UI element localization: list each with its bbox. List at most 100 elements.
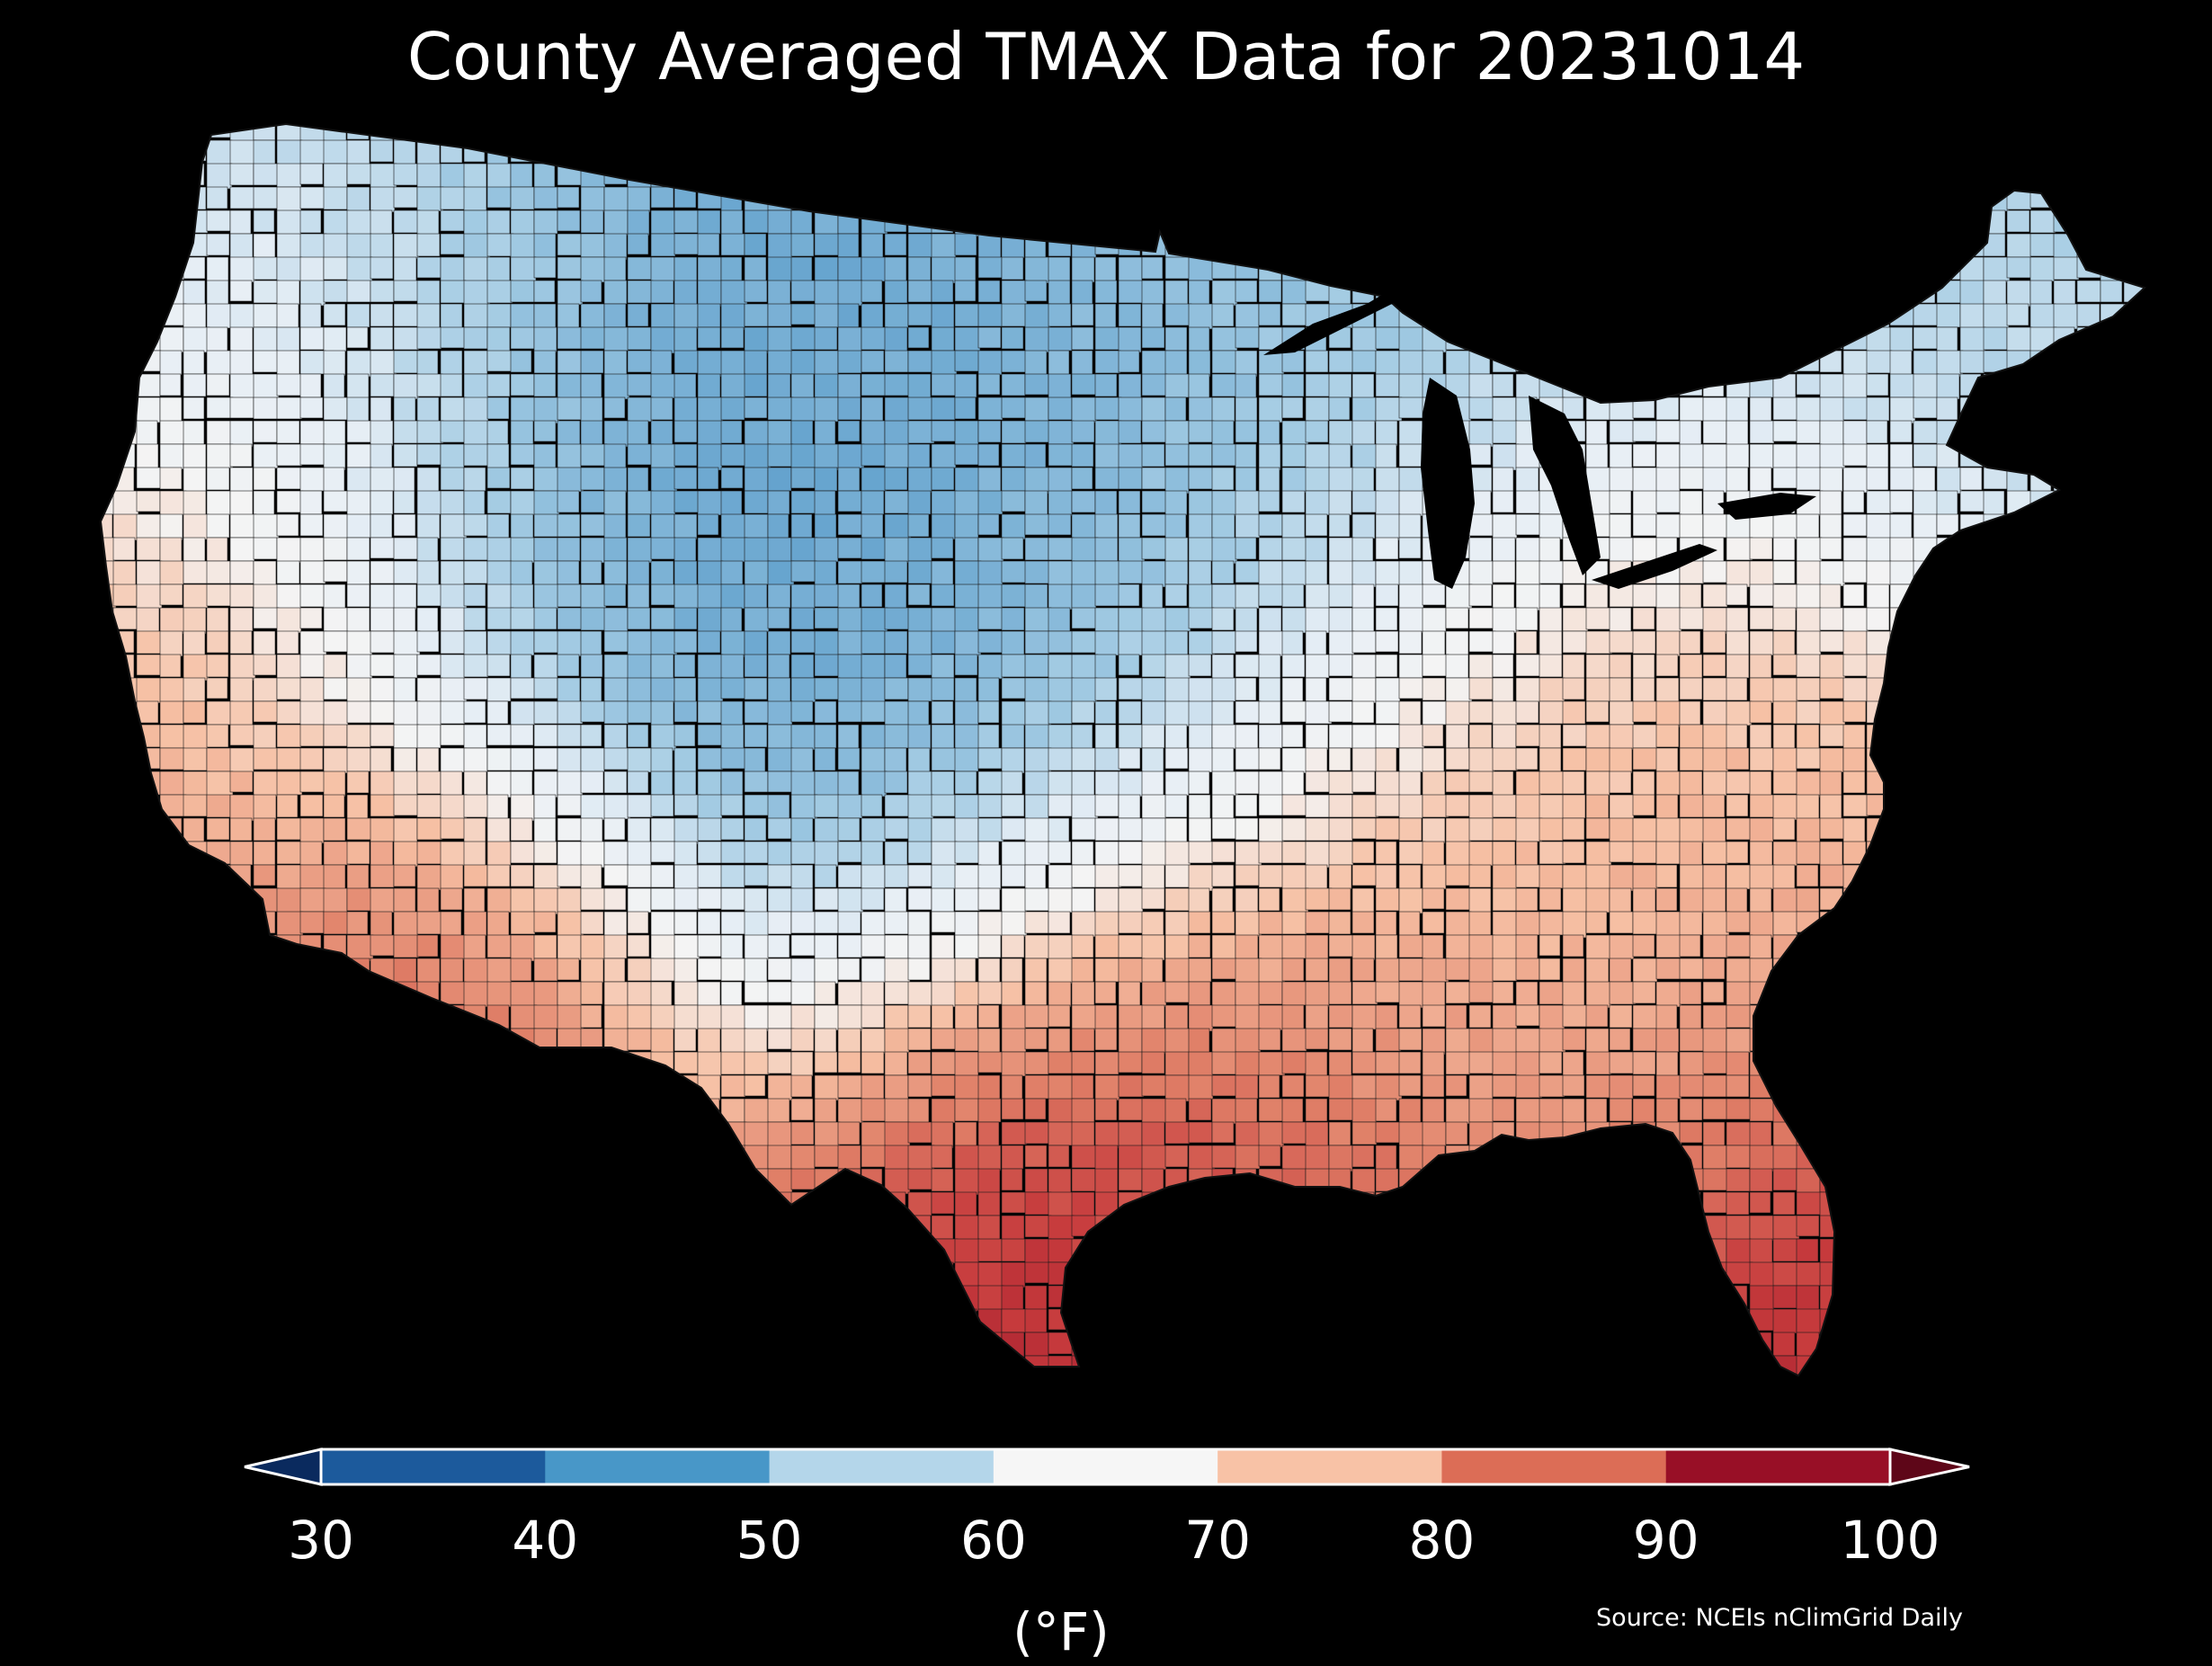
county-cell — [183, 303, 207, 329]
county-cell — [884, 303, 909, 329]
county-cell — [393, 233, 420, 260]
county-cell — [1351, 350, 1377, 373]
county-cell — [580, 209, 604, 234]
county-cell — [580, 280, 602, 303]
county-cell — [1235, 280, 1258, 303]
county-cell — [440, 350, 463, 376]
county-cell — [416, 303, 441, 330]
county-cell — [790, 373, 815, 401]
county-cell — [954, 303, 981, 327]
county-cell — [907, 233, 934, 258]
county-cell — [790, 326, 816, 351]
county-cell — [557, 186, 580, 209]
county-cell — [837, 350, 862, 374]
county-cell — [323, 186, 348, 210]
county-cell — [393, 163, 418, 186]
county-cell — [323, 256, 351, 281]
colorbar-under-arrow — [244, 1448, 323, 1486]
county-cell — [720, 233, 745, 256]
county-cell — [1281, 350, 1305, 373]
county-cell — [229, 350, 254, 377]
county-cell — [229, 139, 257, 166]
county-cell — [580, 326, 607, 350]
county-cell — [2029, 256, 2056, 282]
county-cell — [346, 233, 372, 260]
colorbar-bin — [993, 1449, 1218, 1484]
county-cell — [370, 303, 394, 327]
county-cell — [206, 256, 229, 282]
county-cell — [276, 373, 302, 396]
colorbar-tick-label: 30 — [288, 1510, 354, 1571]
county-cell — [440, 163, 467, 189]
colorbar-tick-label: 90 — [1632, 1510, 1699, 1571]
county-cell — [1936, 303, 1961, 328]
county-cell — [2006, 209, 2030, 233]
county-cell — [650, 280, 674, 304]
county-cell — [1094, 280, 1118, 304]
county-cell — [790, 233, 815, 257]
county-cell — [463, 256, 488, 283]
county-cell — [229, 163, 254, 186]
county-cell — [323, 350, 346, 377]
county-cell — [370, 373, 395, 397]
county-cell — [346, 280, 371, 303]
county-cell — [1211, 280, 1238, 307]
county-cell — [697, 373, 721, 398]
colorbar-tick-label: 40 — [512, 1510, 579, 1571]
county-cell — [884, 280, 908, 304]
source-note: Source: NCEIs nClimGrid Daily — [1596, 1604, 1963, 1632]
county-cell — [206, 186, 228, 209]
county-cell — [533, 373, 557, 397]
colorbar-tick-label: 70 — [1184, 1510, 1252, 1571]
county-cell — [323, 303, 346, 326]
county-cell — [557, 280, 584, 306]
county-cell — [463, 280, 491, 307]
county-cell — [1375, 350, 1401, 377]
county-cell — [393, 256, 417, 283]
county-cell — [440, 373, 463, 397]
county-cell — [510, 373, 535, 396]
county-cell — [814, 280, 840, 307]
county-cell — [486, 163, 512, 189]
county-cell — [1118, 303, 1142, 327]
county-cell — [1188, 303, 1214, 330]
county-cell — [603, 256, 627, 281]
colorbar-tick-label: 50 — [736, 1510, 803, 1571]
colorbar-bin — [1441, 1449, 1667, 1484]
county-cell — [253, 256, 278, 281]
county-cell — [580, 256, 607, 283]
county-cell — [767, 373, 791, 399]
county-cell — [370, 280, 395, 303]
county-cell — [229, 280, 253, 302]
county-cell — [767, 280, 791, 307]
county-cell — [603, 303, 627, 328]
county-cell — [744, 256, 767, 281]
county-cell — [276, 326, 300, 353]
county-cell — [557, 350, 584, 374]
county-cell — [557, 303, 580, 331]
county-cell — [2076, 280, 2101, 303]
county-cell — [1375, 326, 1401, 350]
county-cell — [650, 326, 675, 354]
county-cell — [323, 209, 350, 236]
county-cell — [346, 139, 370, 165]
county-cell — [744, 280, 768, 303]
county-cell — [744, 350, 768, 376]
county-cell — [299, 256, 325, 282]
county-cell — [650, 373, 678, 399]
county-cell — [697, 256, 722, 284]
county-cell — [510, 233, 536, 260]
county-cell — [1141, 326, 1165, 349]
county-cell — [907, 326, 930, 349]
county-cell — [1211, 303, 1235, 327]
county-cell — [1048, 280, 1071, 305]
county-cell — [720, 326, 745, 349]
colorbar-units-label: (°F) — [1012, 1601, 1110, 1662]
county-cell — [346, 256, 373, 282]
county-cell — [533, 350, 557, 374]
county-cell — [253, 280, 280, 304]
county-cell — [1983, 280, 2007, 307]
county-cell — [1235, 350, 1258, 378]
county-cell — [393, 326, 420, 351]
county-cell — [510, 280, 535, 303]
